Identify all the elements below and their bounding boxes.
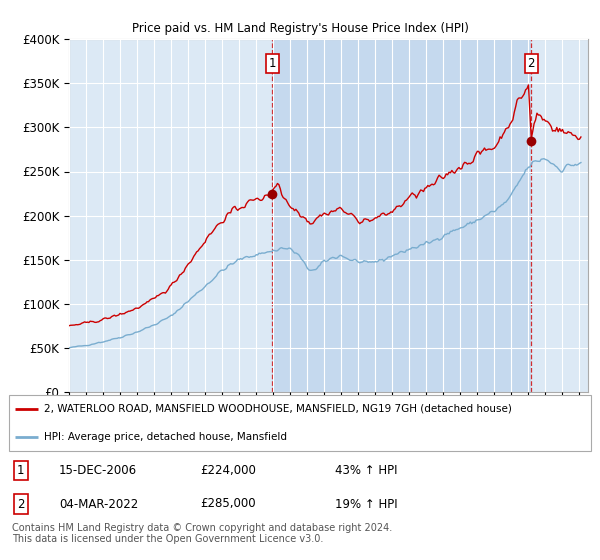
- Text: £285,000: £285,000: [200, 497, 256, 511]
- Text: 1: 1: [17, 464, 25, 477]
- Text: 2: 2: [527, 57, 535, 71]
- Text: 2: 2: [17, 497, 25, 511]
- Text: 19% ↑ HPI: 19% ↑ HPI: [335, 497, 398, 511]
- Text: Price paid vs. HM Land Registry's House Price Index (HPI): Price paid vs. HM Land Registry's House …: [131, 22, 469, 35]
- Text: 15-DEC-2006: 15-DEC-2006: [59, 464, 137, 477]
- Bar: [272, 39, 532, 392]
- Text: £224,000: £224,000: [200, 464, 256, 477]
- Text: 2, WATERLOO ROAD, MANSFIELD WOODHOUSE, MANSFIELD, NG19 7GH (detached house): 2, WATERLOO ROAD, MANSFIELD WOODHOUSE, M…: [44, 404, 512, 414]
- Text: 43% ↑ HPI: 43% ↑ HPI: [335, 464, 398, 477]
- Text: 1: 1: [269, 57, 276, 71]
- Text: HPI: Average price, detached house, Mansfield: HPI: Average price, detached house, Mans…: [44, 432, 287, 442]
- Text: Contains HM Land Registry data © Crown copyright and database right 2024.
This d: Contains HM Land Registry data © Crown c…: [12, 523, 392, 544]
- FancyBboxPatch shape: [9, 395, 591, 450]
- Text: 04-MAR-2022: 04-MAR-2022: [59, 497, 138, 511]
